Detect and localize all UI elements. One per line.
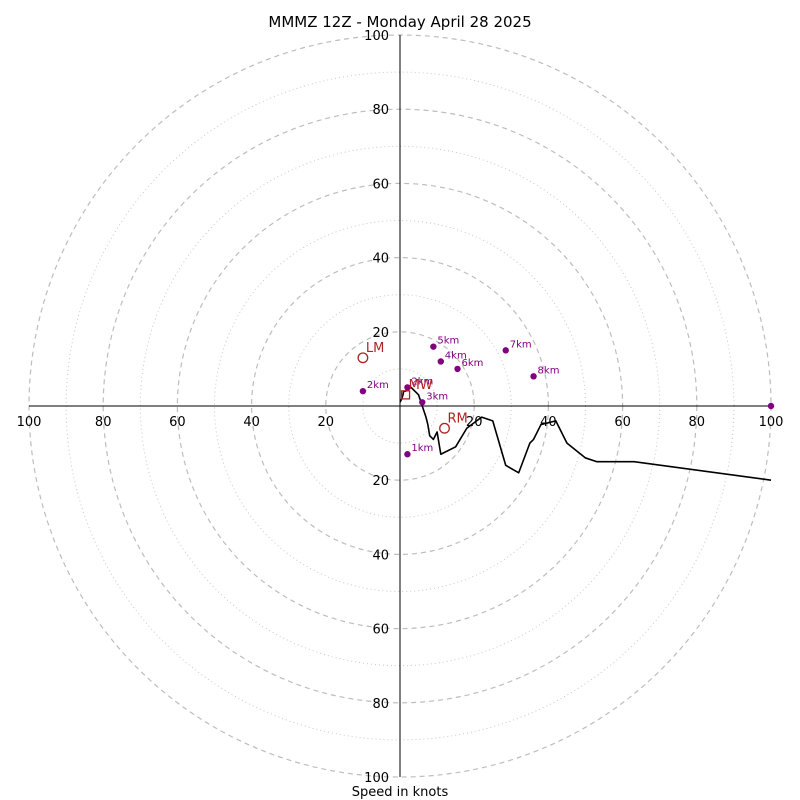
height-label: 6km xyxy=(462,358,484,369)
x-tick-label: 100 xyxy=(17,415,42,430)
x-tick-label: 100 xyxy=(759,415,784,430)
y-tick-label: 100 xyxy=(364,771,389,786)
height-point xyxy=(502,347,509,354)
x-tick-label: 80 xyxy=(689,415,706,430)
y-tick-label: 20 xyxy=(372,474,389,489)
x-tick-labels: 100 80 60 40 20 20 40 60 80 100 xyxy=(17,415,784,430)
height-point xyxy=(437,358,445,365)
y-tick-label: 80 xyxy=(372,697,389,712)
rm-label: RM xyxy=(448,411,468,426)
height-point xyxy=(530,373,537,380)
height-label: 3km xyxy=(426,391,448,402)
rm-marker xyxy=(439,422,450,434)
height-point xyxy=(454,365,461,373)
mw-label: MW xyxy=(409,378,433,393)
chart-title: MMMZ 12Z - Monday April 28 2025 xyxy=(268,13,531,31)
height-label: 8km xyxy=(538,365,560,376)
height-label: 1km xyxy=(411,443,433,454)
height-point xyxy=(404,384,411,391)
axes xyxy=(29,35,771,777)
height-label: 4km xyxy=(445,350,467,361)
height-label: 2km xyxy=(411,376,433,387)
y-tick-label: 100 xyxy=(364,29,389,44)
y-tick-label: 60 xyxy=(372,623,389,638)
x-tick-label: 40 xyxy=(243,415,260,430)
y-tick-label: 80 xyxy=(372,103,389,118)
y-tick-label: 40 xyxy=(372,252,389,267)
height-point xyxy=(359,387,367,395)
storm-motion-markers: LM RM MW xyxy=(357,341,468,434)
y-tick-label: 40 xyxy=(372,548,389,563)
height-point xyxy=(430,343,437,350)
x-tick-label: 20 xyxy=(318,415,335,430)
y-tick-label: 20 xyxy=(372,326,389,341)
y-tick-label: 60 xyxy=(372,177,389,192)
x-tick-label: 60 xyxy=(169,415,186,430)
x-tick-label: 60 xyxy=(614,415,631,430)
height-point xyxy=(419,399,426,406)
height-label: 5km xyxy=(437,336,459,347)
x-axis-label: Speed in knots xyxy=(352,785,449,800)
x-tick-label: 80 xyxy=(95,415,112,430)
lm-marker xyxy=(357,352,369,364)
y-tick-labels: 100 80 60 40 20 20 40 60 80 100 xyxy=(364,29,389,786)
height-label: 2km xyxy=(367,380,389,391)
height-point xyxy=(767,402,775,410)
height-label: 7km xyxy=(510,339,532,350)
height-point xyxy=(404,451,411,458)
lm-label: LM xyxy=(366,341,384,356)
mw-marker xyxy=(400,390,411,400)
